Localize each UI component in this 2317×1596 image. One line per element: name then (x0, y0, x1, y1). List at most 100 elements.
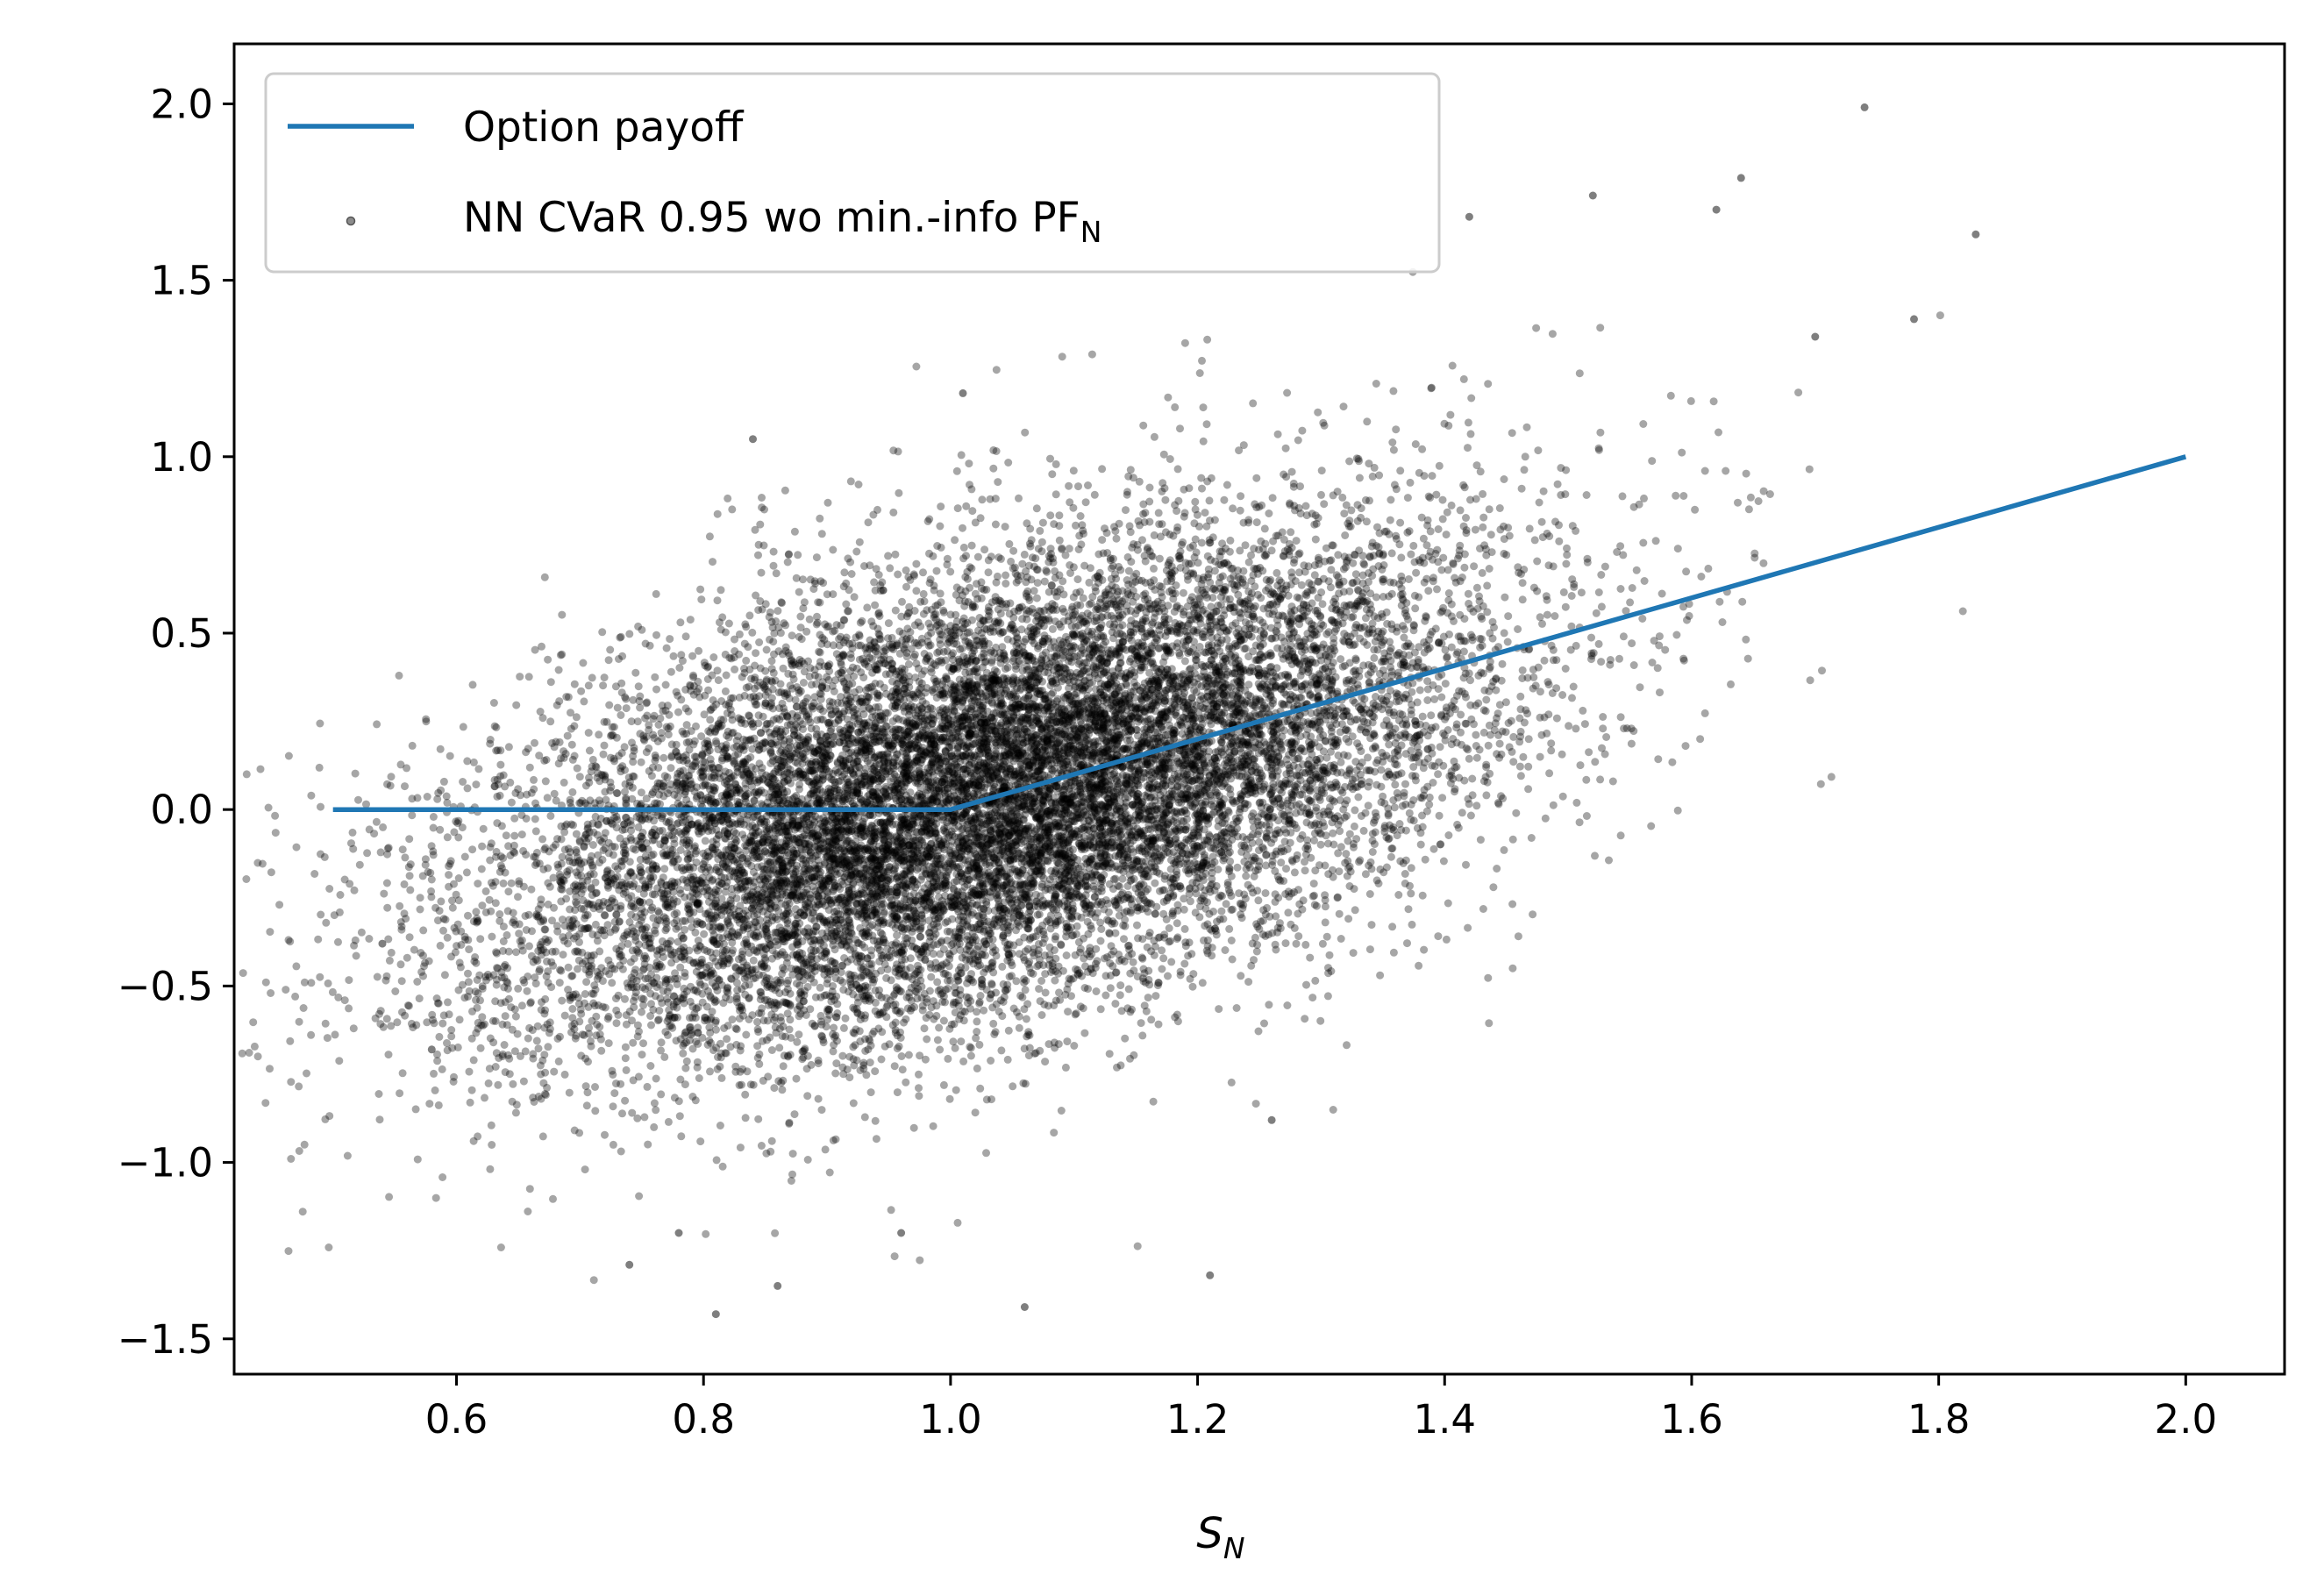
scatter-point (1067, 713, 1076, 722)
scatter-point (1559, 588, 1568, 596)
scatter-point (401, 1011, 410, 1020)
scatter-point (1568, 694, 1576, 702)
scatter-point (443, 933, 452, 942)
scatter-point (1472, 753, 1481, 762)
scatter-point (1298, 790, 1307, 799)
scatter-point (995, 679, 1004, 688)
scatter-point (1315, 670, 1323, 679)
scatter-point (1471, 525, 1479, 534)
scatter-point (510, 1005, 519, 1014)
scatter-point (795, 588, 803, 596)
scatter-point (937, 502, 945, 511)
scatter-point (1204, 565, 1213, 574)
scatter-point (985, 887, 994, 896)
scatter-point (385, 956, 394, 965)
scatter-point (772, 727, 781, 736)
scatter-point (1241, 581, 1250, 589)
scatter-point (867, 911, 876, 920)
scatter-point (968, 616, 976, 624)
scatter-point (905, 860, 914, 869)
scatter-point (436, 825, 445, 834)
scatter-point (1500, 475, 1508, 483)
scatter-point (1242, 872, 1251, 880)
scatter-point (1034, 644, 1042, 652)
scatter-point (286, 1037, 295, 1045)
scatter-point (775, 844, 784, 852)
scatter-point (1422, 541, 1431, 550)
scatter-point (532, 1037, 541, 1045)
scatter-point (1647, 822, 1656, 830)
scatter-point (679, 1049, 688, 1058)
scatter-point (1097, 658, 1106, 666)
scatter-point (1628, 639, 1636, 648)
scatter-point (1341, 800, 1350, 809)
scatter-point (1279, 584, 1287, 593)
scatter-point (1135, 477, 1144, 486)
scatter-point (904, 660, 913, 668)
scatter-point (1442, 935, 1451, 944)
scatter-point (831, 1013, 840, 1022)
scatter-point (1061, 719, 1070, 728)
scatter-point (1244, 558, 1253, 566)
scatter-point (1539, 487, 1548, 495)
scatter-point (1232, 1004, 1241, 1012)
scatter-point (1237, 910, 1245, 919)
scatter-point (758, 503, 766, 512)
scatter-point (1371, 828, 1380, 837)
scatter-point (1492, 674, 1501, 682)
scatter-point (893, 1044, 902, 1053)
scatter-point (645, 721, 653, 730)
scatter-point (350, 941, 359, 950)
scatter-point (1508, 835, 1517, 844)
scatter-point (831, 778, 839, 787)
scatter-point (722, 671, 731, 680)
scatter-point (1180, 924, 1189, 933)
scatter-point (1746, 493, 1755, 502)
scatter-point (1199, 403, 1208, 412)
scatter-point (1522, 423, 1531, 431)
scatter-point (540, 573, 549, 581)
scatter-point (936, 522, 945, 531)
scatter-point (913, 994, 922, 1003)
scatter-point (875, 842, 883, 851)
scatter-point (973, 1017, 981, 1026)
scatter-point (894, 447, 902, 456)
scatter-point (1074, 545, 1083, 553)
scatter-point (640, 810, 649, 819)
scatter-point (802, 960, 811, 969)
scatter-point (1493, 714, 1501, 723)
scatter-point (636, 703, 645, 712)
scatter-point (670, 1013, 679, 1022)
scatter-point (525, 763, 534, 772)
scatter-point (745, 611, 754, 620)
scatter-point (781, 988, 790, 997)
scatter-point (454, 833, 463, 842)
scatter-point (464, 936, 473, 944)
scatter-point (549, 1194, 557, 1203)
scatter-point (1012, 665, 1020, 673)
scatter-point (559, 951, 567, 959)
scatter-point (1149, 691, 1158, 700)
scatter-point (1087, 627, 1096, 636)
scatter-point (883, 854, 892, 863)
scatter-point (1034, 787, 1043, 795)
scatter-point (670, 790, 679, 799)
scatter-point (500, 1041, 509, 1049)
scatter-point (962, 744, 971, 752)
scatter-point (1236, 597, 1244, 606)
scatter-point (1411, 604, 1420, 613)
scatter-point (1435, 461, 1444, 470)
scatter-point (1372, 693, 1380, 701)
scatter-point (605, 904, 614, 913)
scatter-point (1442, 531, 1451, 539)
scatter-point (1176, 424, 1184, 433)
scatter-point (1315, 676, 1323, 685)
scatter-point (1447, 501, 1456, 509)
scatter-point (1408, 659, 1417, 667)
scatter-point (637, 758, 645, 766)
scatter-point (844, 837, 852, 845)
scatter-point (814, 1094, 823, 1103)
scatter-point (1052, 651, 1061, 659)
scatter-point (1001, 986, 1009, 994)
scatter-point (587, 964, 595, 973)
